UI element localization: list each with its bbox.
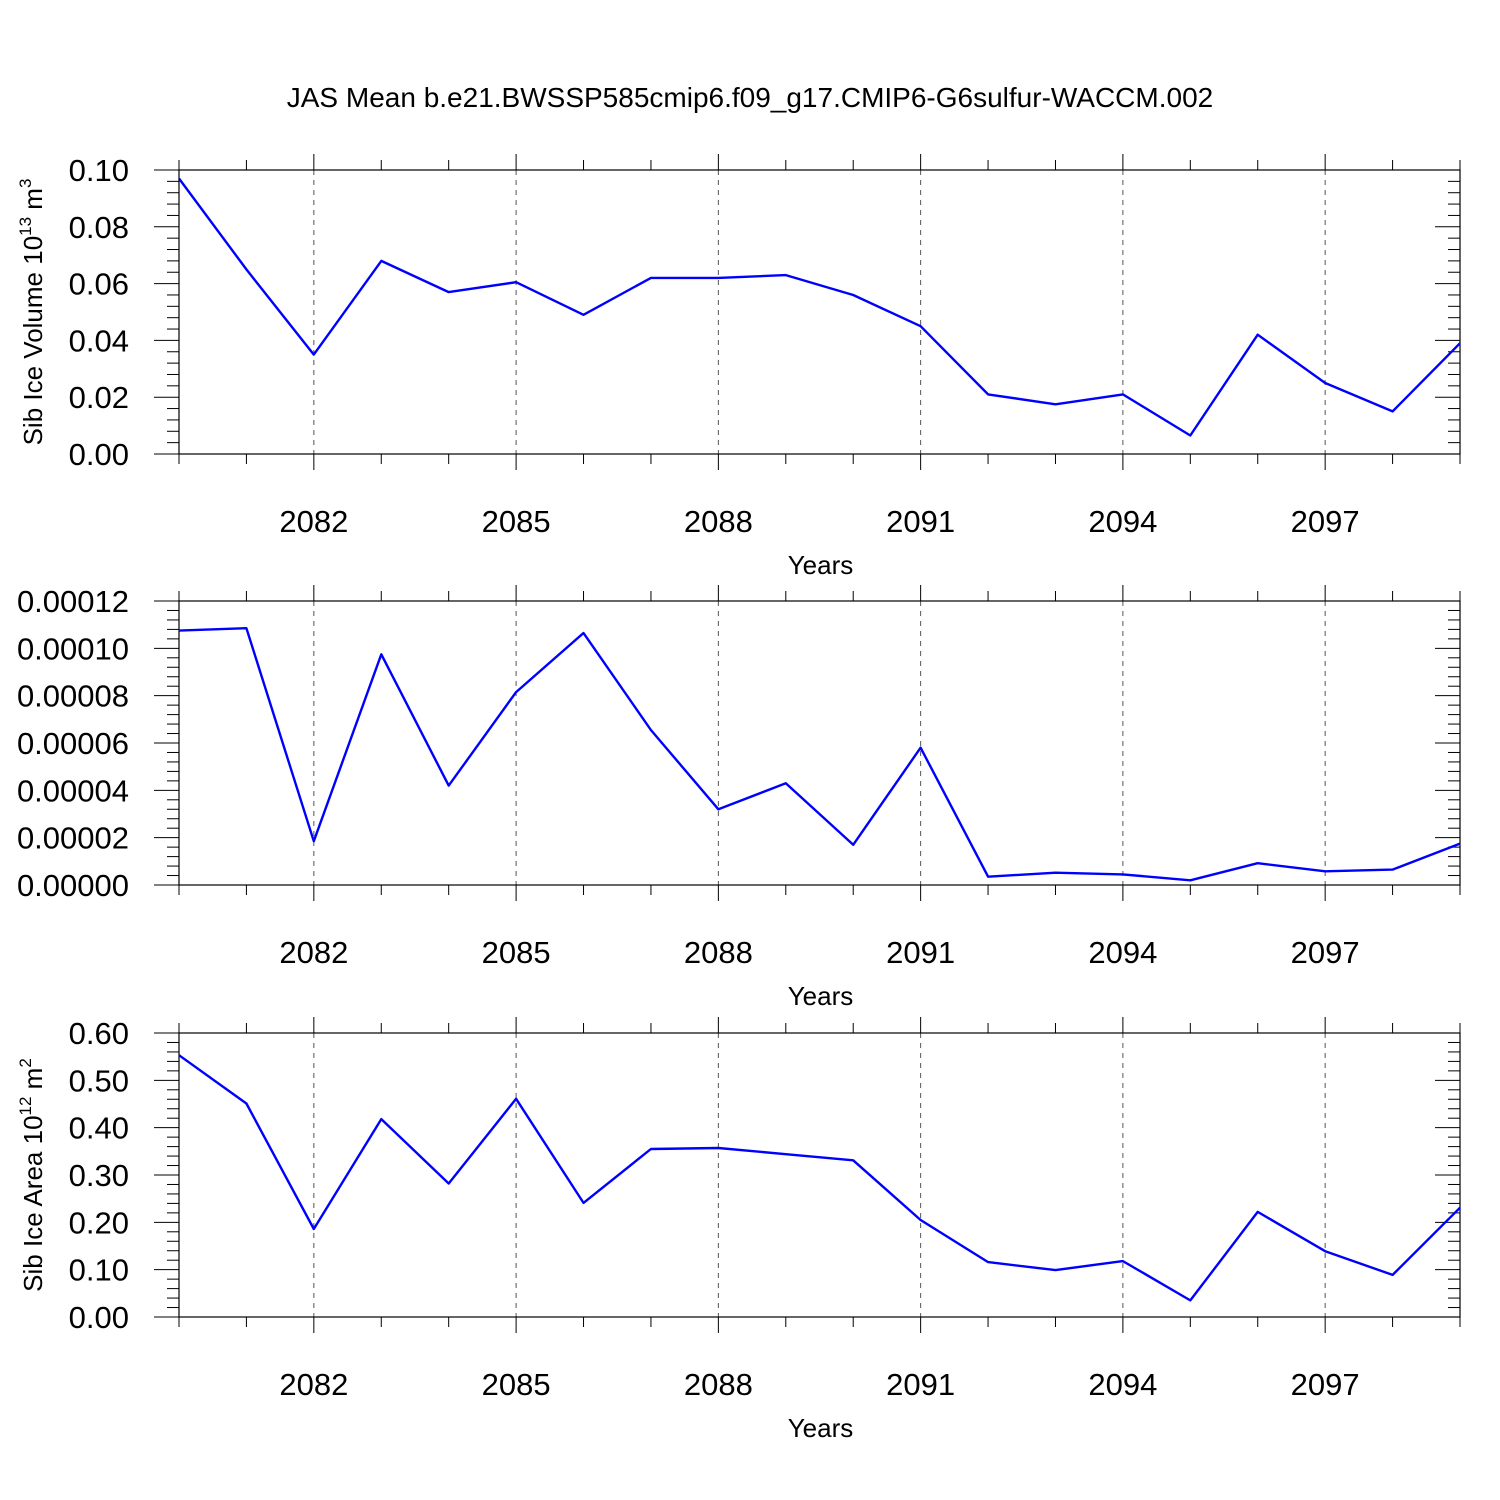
y-tick-label: 0.60 [69, 1016, 129, 1051]
y-tick-label: 0.08 [69, 210, 129, 245]
x-tick-label: 2082 [279, 1367, 348, 1402]
y-tick-label: 0.00012 [17, 584, 129, 619]
y-tick-label: 0.30 [69, 1158, 129, 1193]
plot-frame [178, 169, 1461, 455]
chart-panel-1: 2082 2085 2088 2091 2094 2097 Years 0.00 0.02 0.0… [16, 153, 1461, 580]
y-tick-label: 0.06 [69, 267, 129, 302]
x-tick-label: 2094 [1088, 1367, 1157, 1402]
x-tick-label: 2097 [1291, 504, 1360, 539]
series-line [178, 627, 1461, 882]
y-axis-label: Sib Ice Area 1012 m2 [16, 1058, 48, 1292]
y-tick-label: 0.02 [69, 380, 129, 415]
series-line [178, 177, 1461, 437]
chart-panel-2: 2082 2085 2088 2091 2094 2097 Years 0.00000 0.00… [17, 584, 1461, 1011]
y-tick-label: 0.00010 [17, 631, 129, 666]
x-tick-label: 2091 [886, 504, 955, 539]
y-tick-label: 0.04 [69, 323, 129, 358]
x-tick-label: 2091 [886, 1367, 955, 1402]
y-tick-label: 0.50 [69, 1063, 129, 1098]
y-tick-label: 0.00000 [17, 868, 129, 903]
x-tick-label: 2085 [482, 1367, 551, 1402]
x-tick-label: 2088 [684, 935, 753, 970]
y-tick-label: 0.00002 [17, 821, 129, 856]
x-axis-label: Years [788, 1413, 854, 1443]
x-axis-label: Years [788, 550, 854, 580]
x-tick-label: 2094 [1088, 935, 1157, 970]
chart-panel-3: 2082 2085 2088 2091 2094 2097 Years 0.00 0.10 0.2… [16, 1016, 1461, 1443]
chart-title: JAS Mean b.e21.BWSSP585cmip6.f09_g17.CMI… [287, 82, 1213, 113]
x-tick-label: 2088 [684, 1367, 753, 1402]
x-tick-label: 2085 [482, 504, 551, 539]
plot-frame [178, 1032, 1461, 1318]
y-tick-label: 0.20 [69, 1205, 129, 1240]
x-tick-label: 2085 [482, 935, 551, 970]
plot-frame [178, 600, 1461, 886]
x-tick-label: 2097 [1291, 1367, 1360, 1402]
x-tick-label: 2088 [684, 504, 753, 539]
y-tick-label: 0.00004 [17, 773, 129, 808]
x-tick-label: 2082 [279, 504, 348, 539]
x-tick-label: 2091 [886, 935, 955, 970]
y-tick-label: 0.00 [69, 437, 129, 472]
y-tick-label: 0.10 [69, 1253, 129, 1288]
y-tick-label: 0.00006 [17, 726, 129, 761]
y-tick-label: 0.00 [69, 1300, 129, 1335]
x-axis-label: Years [788, 981, 854, 1011]
x-tick-label: 2097 [1291, 935, 1360, 970]
y-axis-label: Sib Ice Volume 1013 m3 [16, 179, 48, 446]
series-line [178, 1054, 1461, 1302]
y-tick-label: 0.00008 [17, 679, 129, 714]
y-tick-label: 0.10 [69, 153, 129, 188]
y-tick-label: 0.40 [69, 1111, 129, 1146]
x-tick-label: 2094 [1088, 504, 1157, 539]
x-tick-label: 2082 [279, 935, 348, 970]
